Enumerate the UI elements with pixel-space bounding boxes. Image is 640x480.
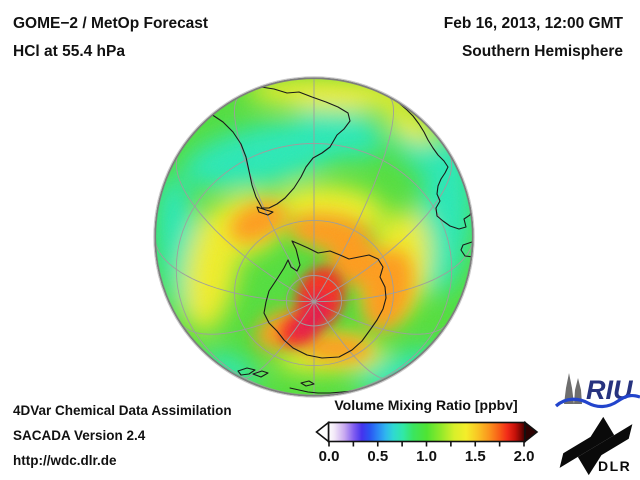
latitude-circle: [285, 275, 343, 327]
colorbar-over-arrow: [524, 420, 539, 444]
colorbar-bar: [327, 421, 526, 443]
riu-wave-icon: [554, 393, 640, 409]
meridian-line: [175, 154, 315, 303]
wdc-url: http://wdc.dlr.de: [13, 453, 117, 468]
latitude-circle: [234, 219, 394, 367]
colorbar-tick-label: 0.0: [318, 448, 340, 465]
meridian-line: [313, 301, 387, 379]
meridian-line: [313, 239, 473, 303]
header-right: Feb 16, 2013, 12:00 GMT Southern Hemisphe…: [444, 10, 623, 66]
colorbar-title: Volume Mixing Ratio [ppbv]: [334, 397, 518, 413]
species-level: HCl at 55.4 hPa: [13, 43, 125, 60]
colorbar: [315, 420, 539, 447]
globe-rim-outer: [153, 76, 475, 398]
colorbar-tick-labels: 0.0 0.5 1.0 1.5 2.0: [0, 448, 640, 466]
colorbar-tick-label: 1.0: [416, 448, 437, 465]
product-title: GOME−2 / MetOp Forecast: [13, 15, 209, 32]
riu-logo: RIU: [554, 373, 640, 409]
coastline-new-zealand-south: [237, 367, 256, 376]
dlr-logo-text: DLR: [598, 458, 631, 474]
riu-logo-text: RIU: [586, 375, 634, 405]
meridian-line: [241, 301, 315, 379]
meridian-line: [313, 301, 448, 335]
footer-left: 4DVar Chemical Data Assimilation SACADA V…: [13, 398, 232, 473]
coastline-east-limb-coast: [377, 88, 473, 230]
riu-cathedral-icon: [564, 373, 574, 404]
meridian-line: [313, 154, 453, 303]
assimilation-method: 4DVar Chemical Data Assimilation: [13, 403, 232, 418]
colorbar-tick-label: 0.5: [367, 448, 389, 465]
coastline-new-zealand-north: [252, 370, 269, 378]
meridian-line: [180, 301, 315, 335]
colorbar-tick-label: 1.5: [464, 448, 486, 465]
dlr-logo: DLR: [559, 416, 633, 476]
riu-cathedral-icon-2: [574, 378, 582, 404]
globe-rim: [154, 77, 474, 397]
globe: [153, 76, 475, 398]
hemisphere-label: Southern Hemisphere: [461, 43, 623, 60]
coastline-tierra-del-fuego: [256, 206, 274, 216]
colorbar-under-arrow: [315, 420, 330, 444]
dlr-emblem-icon: [559, 416, 633, 476]
coastline-south-limb-island: [300, 380, 315, 387]
coastline-antarctica: [263, 240, 387, 359]
sacada-version: SACADA Version 2.4: [13, 428, 146, 443]
colorbar-ticks: [328, 441, 525, 447]
valid-datetime: Feb 16, 2013, 12:00 GMT: [443, 15, 623, 32]
colorbar-tick-label: 2.0: [513, 448, 535, 465]
coastline-south-america: [192, 86, 351, 209]
coastlines: [192, 86, 473, 394]
meridian-line: [155, 239, 315, 303]
meridian-line: [313, 97, 394, 302]
header-left: GOME−2 / MetOp Forecast HCl at 55.4 hPa: [13, 10, 208, 66]
